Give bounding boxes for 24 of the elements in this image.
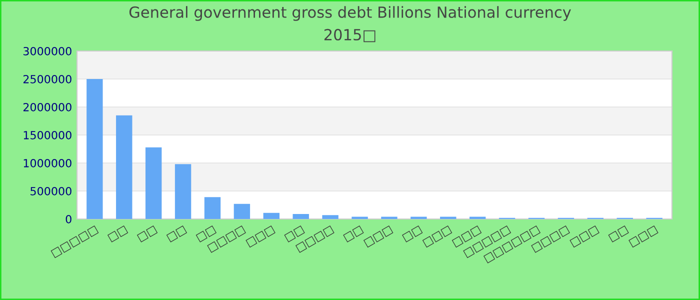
bar xyxy=(116,115,132,219)
bar xyxy=(234,204,250,219)
x-tick-label: □□ xyxy=(107,225,128,242)
bar xyxy=(174,164,192,219)
bar xyxy=(322,215,338,219)
x-tick-label: □□ xyxy=(402,225,423,242)
x-tick-label: □□ xyxy=(343,225,364,242)
y-tick-label: 2500000 xyxy=(23,74,72,84)
x-tick-label: □□ xyxy=(608,225,629,242)
y-tick-label: 1500000 xyxy=(24,130,72,140)
y-tick-label: 2000000 xyxy=(23,102,72,112)
x-tick-label: □□ xyxy=(166,225,188,242)
y-tick-label: 3000000 xyxy=(24,46,72,56)
bar xyxy=(292,214,309,219)
bar xyxy=(145,147,162,219)
y-tick-label: 500000 xyxy=(30,186,72,196)
x-tick-label: □□ xyxy=(136,225,158,242)
bar xyxy=(204,197,221,219)
y-tick-label: 1000000 xyxy=(24,158,72,168)
bar xyxy=(86,79,103,219)
chart-subtitle: 2015□ xyxy=(324,28,376,42)
y-tick-label: 0 xyxy=(66,214,72,224)
chart-title: General government gross debt Billions National currency xyxy=(129,6,571,21)
bar xyxy=(263,212,280,219)
